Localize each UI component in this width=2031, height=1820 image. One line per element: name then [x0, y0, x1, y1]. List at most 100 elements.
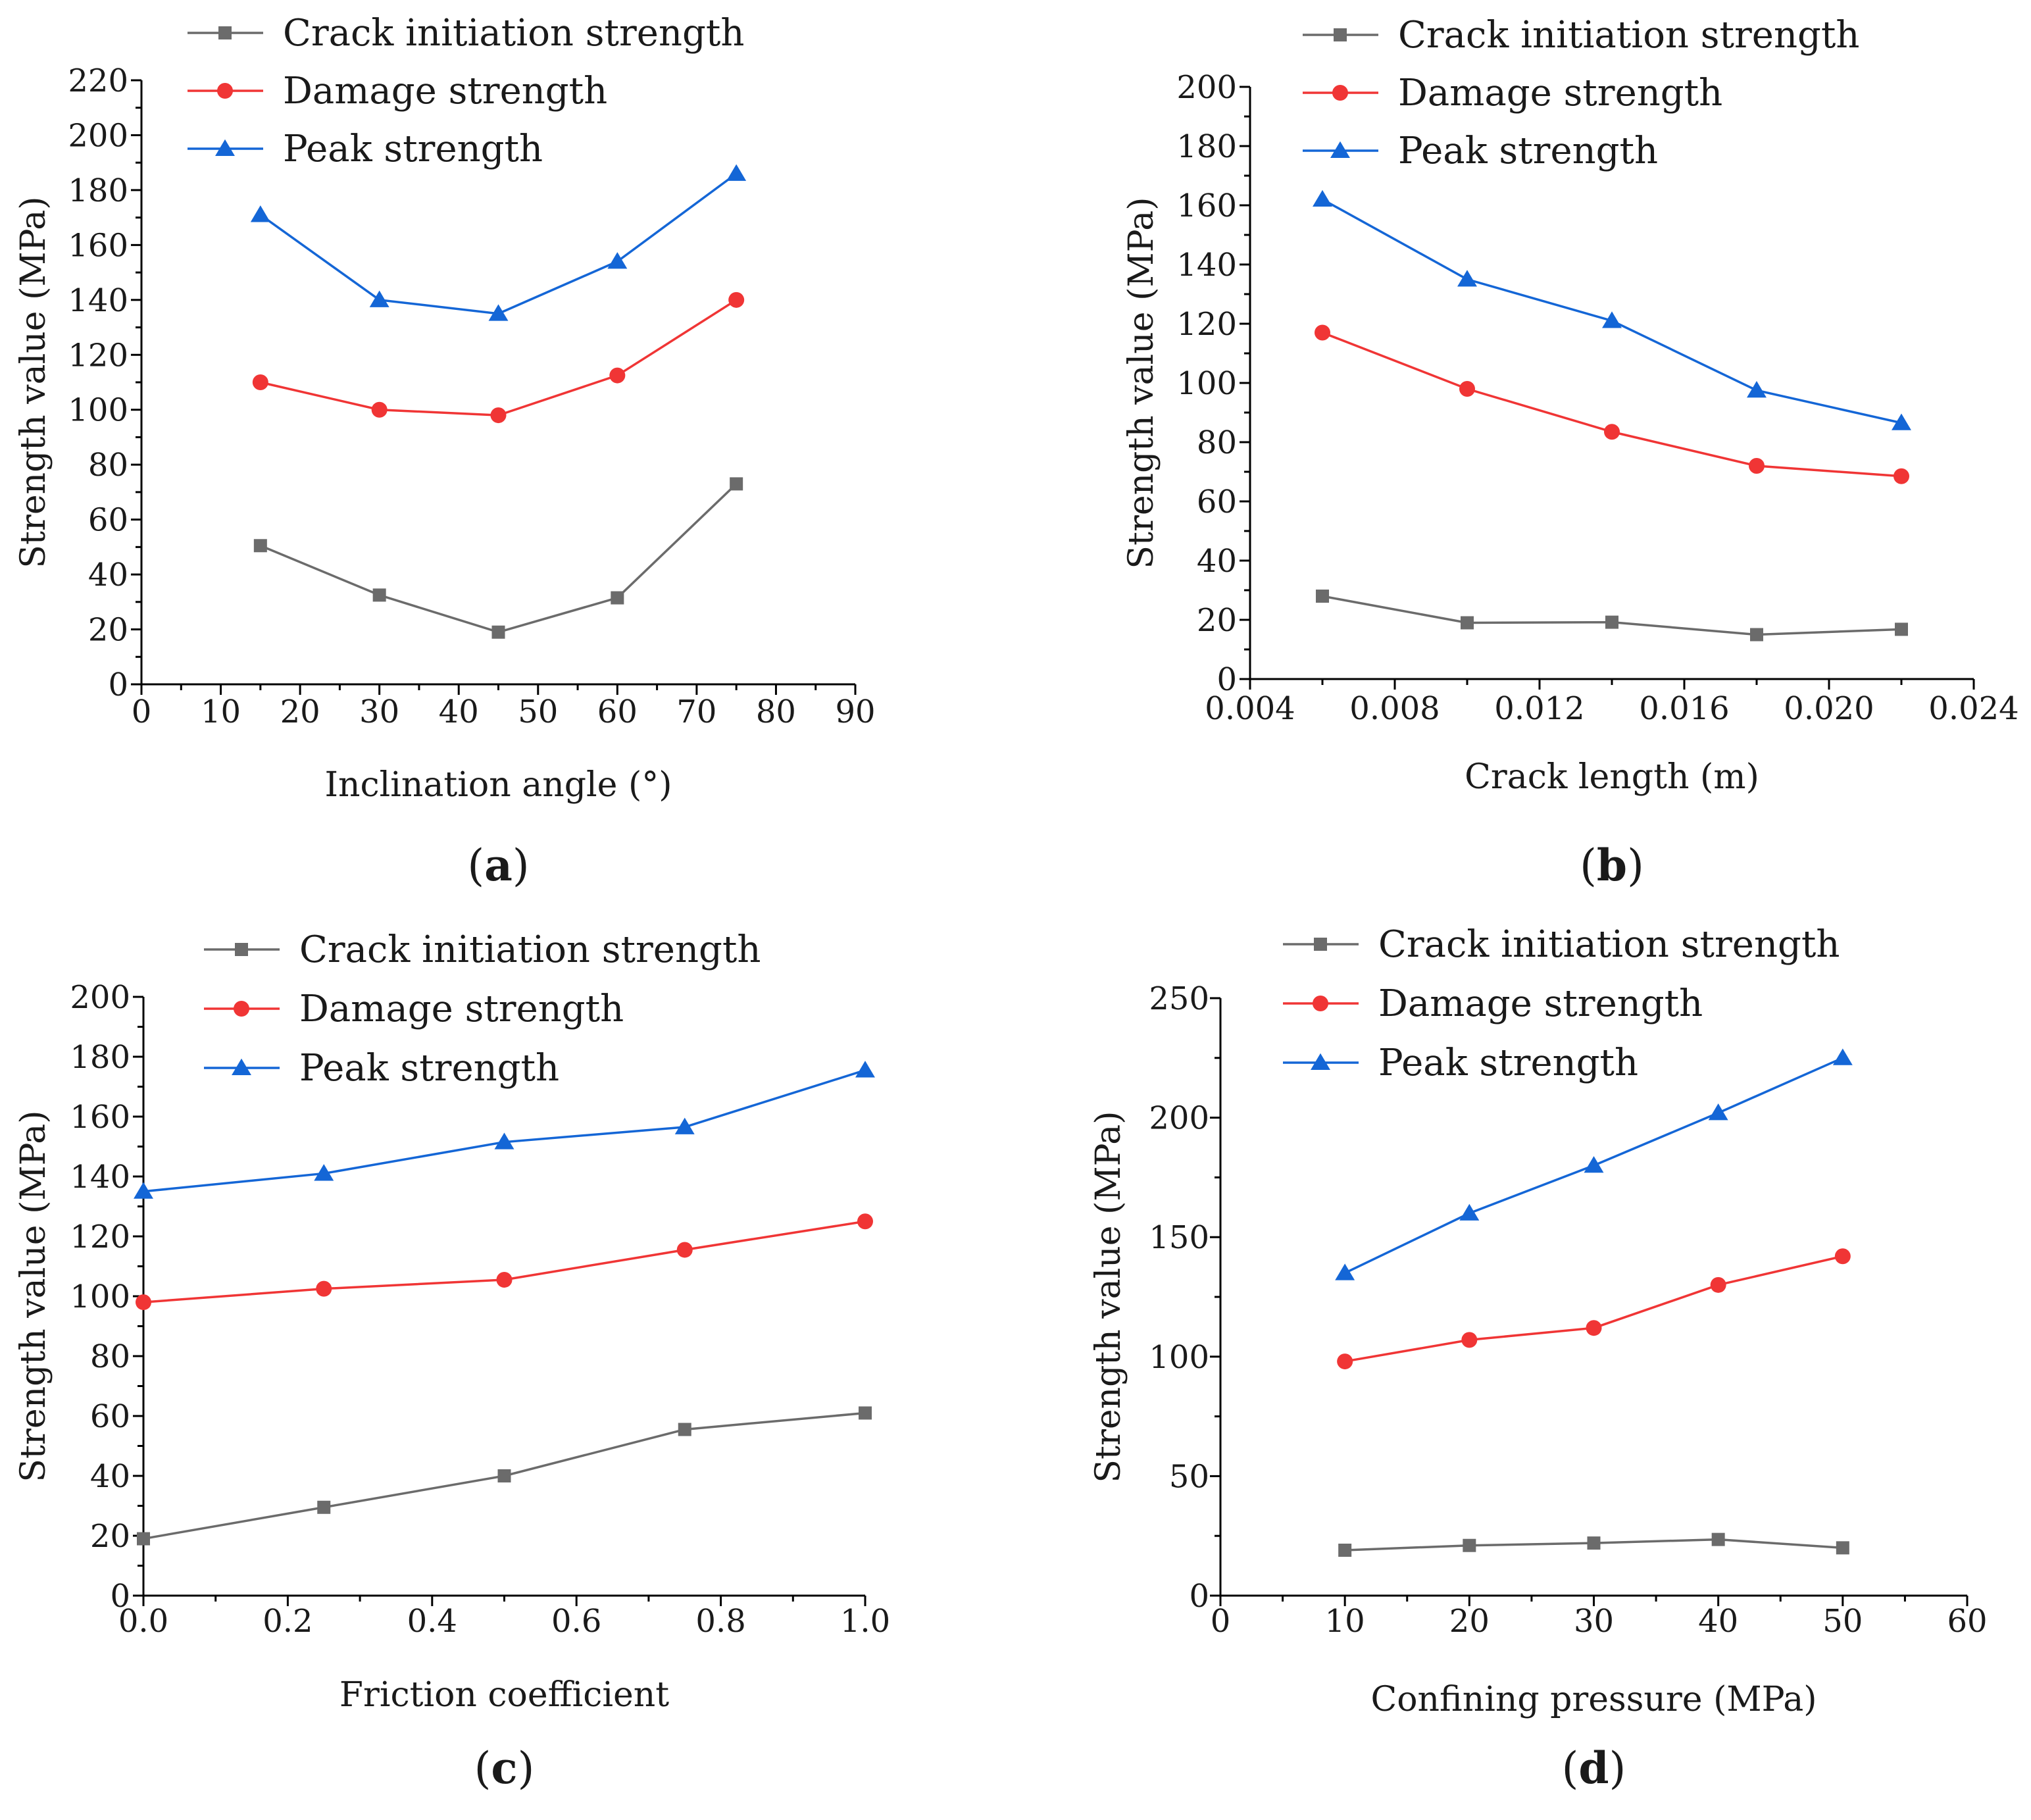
panel-label-letter: b: [1597, 840, 1627, 891]
data-point: [316, 1280, 332, 1297]
panel-d: 0 10 20 30 40 50 60 0 50 100 150 200 250 Confining pr…: [1089, 923, 1988, 1794]
x-tick-label: 0.6: [551, 1603, 601, 1640]
data-point: [1315, 324, 1330, 341]
data-point: [371, 401, 388, 418]
data-point: [1459, 381, 1475, 397]
x-tick-label: 0: [132, 694, 152, 730]
legend-label: Damage strength: [1378, 982, 1703, 1025]
y-tick-label: 80: [90, 1338, 130, 1375]
data-point: [857, 1213, 873, 1230]
y-tick-label: 20: [90, 1518, 130, 1555]
data-point: [1604, 424, 1620, 440]
data-point: [253, 539, 267, 553]
y-tick-label: 200: [1149, 1100, 1209, 1137]
data-point: [1459, 1203, 1480, 1221]
data-point: [609, 367, 626, 384]
legend-marker: [1334, 28, 1347, 41]
y-tick-label: 160: [1176, 188, 1237, 224]
data-point: [1461, 616, 1474, 630]
x-axis-title: Confining pressure (MPa): [1370, 1680, 1817, 1719]
data-point: [676, 1242, 693, 1258]
x-tick-label: 80: [756, 694, 796, 730]
x-axis-title: Friction coefficient: [339, 1675, 669, 1715]
panel-label-letter: c: [491, 1742, 517, 1794]
x-tick-label: 30: [1574, 1603, 1614, 1640]
x-tick-label: 0.2: [263, 1603, 313, 1640]
y-tick-label: 80: [1197, 424, 1237, 461]
series-peak-strength: [134, 1061, 875, 1199]
y-tick-label: 140: [70, 1159, 130, 1196]
y-tick-label: 20: [88, 612, 128, 649]
data-point: [1584, 1155, 1604, 1173]
y-tick-label: 20: [1197, 602, 1237, 639]
x-tick-label: 0: [1211, 1603, 1231, 1640]
legend-entry: Crack initiation strength: [204, 928, 761, 971]
y-tick-label: 0: [108, 667, 128, 703]
data-point: [855, 1061, 875, 1078]
y-tick-label: 60: [1197, 484, 1237, 520]
legend-entry: Peak strength: [1303, 130, 1658, 172]
data-point: [674, 1117, 695, 1134]
data-point: [136, 1294, 151, 1311]
panel-label: (a): [467, 840, 529, 891]
legend-label: Crack initiation strength: [1378, 923, 1840, 966]
legend-label: Peak strength: [299, 1047, 559, 1090]
panel-label-paren-close: ): [518, 1743, 535, 1794]
data-point: [1605, 615, 1618, 629]
data-point: [1747, 380, 1767, 398]
y-axis-title: Strength value (MPa): [1122, 197, 1161, 569]
data-point: [134, 1182, 153, 1199]
y-tick-label: 180: [68, 172, 128, 209]
legend-marker: [1314, 938, 1327, 951]
legend-label: Damage strength: [1398, 72, 1722, 114]
data-point: [1316, 590, 1329, 603]
legend-marker: [217, 83, 233, 99]
y-tick-label: 200: [68, 117, 128, 154]
y-tick-label: 100: [70, 1278, 130, 1315]
legend-marker: [235, 943, 248, 956]
y-tick-label: 100: [1176, 365, 1237, 402]
y-tick-label: 120: [68, 337, 128, 374]
legend-label: Damage strength: [299, 988, 624, 1030]
panel-label-paren-close: ): [513, 840, 530, 891]
series-damage-strength: [1337, 1248, 1851, 1370]
data-point: [1463, 1538, 1476, 1552]
y-tick-label: 100: [1149, 1339, 1209, 1376]
y-axis-title: Strength value (MPa): [1089, 1111, 1128, 1482]
legend-marker: [1313, 996, 1328, 1011]
data-point: [252, 374, 268, 390]
data-point: [1711, 1532, 1725, 1546]
data-point: [1338, 1543, 1352, 1557]
x-tick-label: 10: [201, 694, 241, 730]
series-peak-strength: [1313, 190, 1911, 430]
data-point: [730, 477, 743, 491]
legend-label: Damage strength: [283, 70, 607, 113]
y-tick-label: 140: [68, 282, 128, 319]
y-tick-label: 140: [1176, 247, 1237, 284]
x-tick-label: 0.8: [695, 1603, 745, 1640]
series-peak-strength: [250, 164, 747, 321]
x-tick-label: 90: [835, 694, 875, 730]
panel-label-paren-close: ): [1609, 1743, 1626, 1794]
data-point: [1602, 311, 1622, 328]
x-tick-label: 0.004: [1205, 690, 1295, 727]
y-tick-label: 60: [90, 1398, 130, 1435]
data-point: [491, 625, 505, 639]
data-point: [488, 304, 509, 321]
x-tick-label: 40: [439, 694, 479, 730]
x-tick-label: 0.016: [1639, 690, 1729, 727]
x-tick-label: 0.4: [407, 1603, 457, 1640]
data-point: [726, 164, 747, 181]
legend-label: Peak strength: [1398, 130, 1658, 172]
panel-label-paren-open: (: [1562, 1743, 1579, 1794]
series-damage-strength: [252, 291, 745, 424]
panel-label-paren-open: (: [1580, 840, 1597, 891]
data-point: [1832, 1048, 1853, 1065]
y-tick-label: 180: [1176, 128, 1237, 165]
y-axis-title: Strength value (MPa): [14, 196, 53, 568]
data-point: [314, 1164, 334, 1181]
y-tick-label: 40: [88, 557, 128, 594]
y-tick-label: 200: [1176, 69, 1237, 106]
data-point: [1708, 1103, 1728, 1121]
